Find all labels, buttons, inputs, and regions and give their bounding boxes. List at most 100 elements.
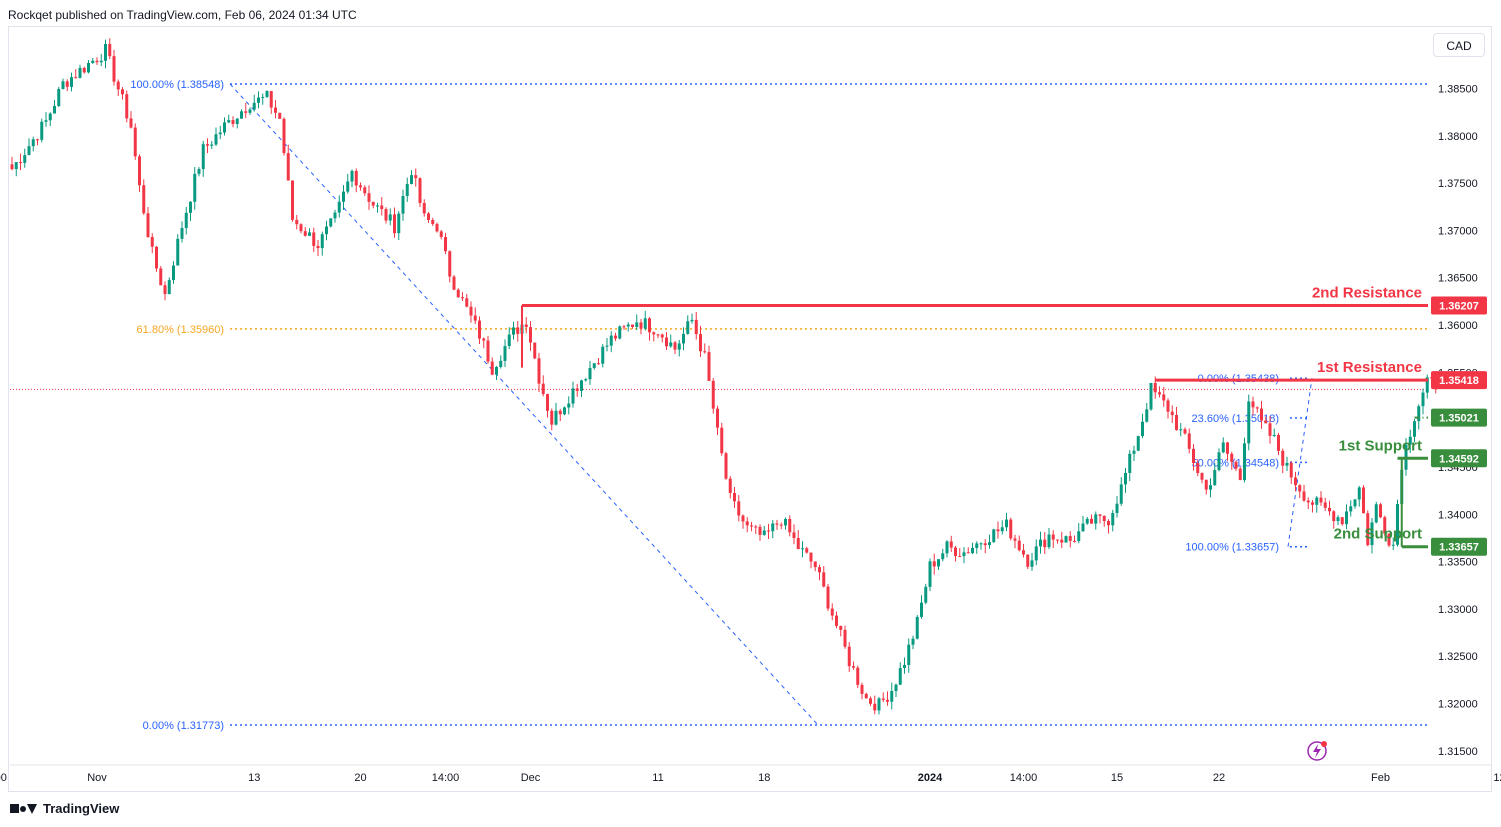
- candle-body: [490, 361, 494, 375]
- x-tick-label: Feb: [1371, 772, 1390, 784]
- candle-body: [571, 388, 575, 404]
- candle-body: [1153, 383, 1157, 393]
- candle-body: [65, 81, 69, 87]
- candle-body: [1085, 518, 1089, 524]
- candle-body: [988, 542, 991, 546]
- candle-body: [1255, 407, 1259, 409]
- candle-body: [881, 698, 885, 700]
- candle-body: [452, 276, 456, 290]
- x-tick-label: 14:00: [432, 772, 460, 784]
- y-tick-label: 1.33000: [1438, 604, 1478, 616]
- candle-body: [214, 134, 218, 145]
- candle-body: [218, 132, 222, 135]
- candle-body: [682, 333, 685, 344]
- candle-body: [456, 289, 460, 298]
- y-tick-label: 1.36000: [1438, 320, 1478, 332]
- candle-body: [1145, 409, 1149, 422]
- candle-body: [724, 453, 728, 479]
- candle-body: [592, 363, 596, 368]
- candle-body: [299, 224, 303, 232]
- level-name: 2nd Support: [1334, 526, 1422, 543]
- chart-frame: [8, 26, 1492, 792]
- candle-body: [231, 120, 235, 124]
- candle-body: [1408, 436, 1412, 445]
- candle-body: [150, 236, 154, 247]
- currency-button[interactable]: CAD: [1433, 33, 1485, 57]
- candle-body: [274, 107, 277, 113]
- price-tag-label: 1.36207: [1439, 300, 1479, 312]
- candle-body: [1141, 421, 1144, 437]
- candle-body: [1107, 521, 1110, 526]
- candle-body: [843, 629, 847, 647]
- candle-body: [631, 324, 634, 327]
- candle-body: [184, 212, 188, 228]
- candle-body: [1302, 491, 1306, 501]
- candle-body: [801, 548, 804, 550]
- candle-body: [265, 91, 269, 97]
- candle-body: [125, 94, 129, 119]
- candle-body: [354, 170, 358, 186]
- candle-body: [74, 77, 78, 79]
- candle-body: [1132, 450, 1136, 454]
- candle-body: [720, 427, 724, 454]
- candle-body: [1391, 544, 1395, 546]
- candle-body: [376, 205, 379, 207]
- candle-body: [1268, 423, 1272, 436]
- candle-body: [652, 332, 656, 335]
- candle-body: [784, 518, 787, 526]
- candle-body: [197, 169, 201, 174]
- y-tick-label: 1.34000: [1438, 509, 1478, 521]
- candle-body: [920, 602, 923, 617]
- candle-body: [1064, 536, 1068, 543]
- candle-body: [1379, 504, 1382, 518]
- candle-body: [979, 543, 983, 545]
- x-tick-label: 15: [1111, 772, 1123, 784]
- candle-body: [163, 285, 167, 295]
- candle-body: [886, 699, 889, 702]
- candle-body: [371, 201, 375, 206]
- candle-body: [193, 173, 197, 202]
- candle-body: [524, 324, 528, 328]
- candle-body: [1285, 462, 1289, 466]
- candle-body: [206, 144, 209, 146]
- candle-body: [911, 638, 915, 645]
- y-tick-label: 1.33500: [1438, 557, 1478, 569]
- price-tag: [1431, 408, 1487, 427]
- candle-body: [826, 586, 830, 609]
- candle-body: [626, 324, 630, 327]
- candle-body: [448, 251, 452, 277]
- candle-body: [129, 118, 133, 128]
- candle-body: [176, 238, 180, 266]
- candle-body: [1000, 527, 1004, 532]
- candle-body: [269, 91, 273, 108]
- candle-body: [172, 265, 175, 281]
- candle-body: [252, 102, 256, 110]
- candle-body: [1251, 401, 1255, 408]
- price-tag: [1431, 449, 1487, 468]
- candle-body: [108, 44, 112, 57]
- candle-body: [503, 346, 507, 361]
- candle-body: [971, 547, 974, 554]
- candle-body: [1111, 512, 1115, 526]
- candle-body: [1192, 448, 1195, 464]
- candle-body: [303, 231, 307, 236]
- x-tick-label: 13: [248, 772, 260, 784]
- candle-body: [758, 526, 762, 535]
- candle-body: [1073, 540, 1076, 542]
- candle-body: [10, 164, 14, 170]
- candle-body: [941, 553, 945, 560]
- candle-body: [1056, 539, 1059, 541]
- candle-body: [1243, 443, 1246, 481]
- candle-body: [584, 379, 588, 381]
- candle-body: [792, 532, 796, 538]
- price-tag-label: 1.35021: [1439, 413, 1479, 425]
- candle-body: [754, 526, 758, 528]
- candle-body: [928, 561, 932, 587]
- lightning-glyph: [1313, 744, 1321, 758]
- candle-body: [1060, 539, 1064, 543]
- candle-body: [1204, 479, 1208, 490]
- candle-body: [388, 214, 392, 221]
- candle-body: [737, 501, 741, 516]
- candle-body: [121, 89, 124, 95]
